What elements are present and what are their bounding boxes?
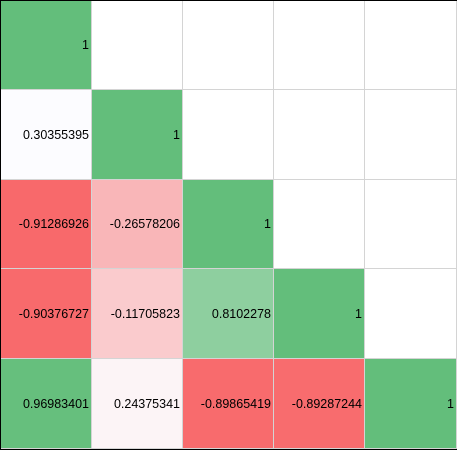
cell-r4-c0[interactable]: 0.96983401: [1, 359, 92, 449]
cell-r0-c4[interactable]: [365, 1, 457, 90]
cell-r2-c0[interactable]: -0.91286926: [1, 180, 92, 269]
cell-r1-c2[interactable]: [183, 90, 274, 180]
cell-r0-c2[interactable]: [183, 1, 274, 90]
cell-r4-c3[interactable]: -0.89287244: [274, 359, 365, 449]
cell-r2-c1[interactable]: -0.26578206: [92, 180, 183, 269]
cell-r1-c3[interactable]: [274, 90, 365, 180]
cell-r3-c2[interactable]: 0.8102278: [183, 269, 274, 359]
cell-r3-c4[interactable]: [365, 269, 457, 359]
cell-r4-c1[interactable]: 0.24375341: [92, 359, 183, 449]
cell-r4-c4[interactable]: 1: [365, 359, 457, 449]
cell-r3-c0[interactable]: -0.90376727: [1, 269, 92, 359]
cell-r3-c3[interactable]: 1: [274, 269, 365, 359]
cell-r1-c0[interactable]: 0.30355395: [1, 90, 92, 180]
cell-r2-c4[interactable]: [365, 180, 457, 269]
cell-r0-c0[interactable]: 1: [1, 1, 92, 90]
cell-r4-c2[interactable]: -0.89865419: [183, 359, 274, 449]
cell-r0-c3[interactable]: [274, 1, 365, 90]
cell-r1-c1[interactable]: 1: [92, 90, 183, 180]
cell-r3-c1[interactable]: -0.11705823: [92, 269, 183, 359]
cell-r1-c4[interactable]: [365, 90, 457, 180]
cell-r2-c3[interactable]: [274, 180, 365, 269]
cell-r2-c2[interactable]: 1: [183, 180, 274, 269]
cell-r0-c1[interactable]: [92, 1, 183, 90]
